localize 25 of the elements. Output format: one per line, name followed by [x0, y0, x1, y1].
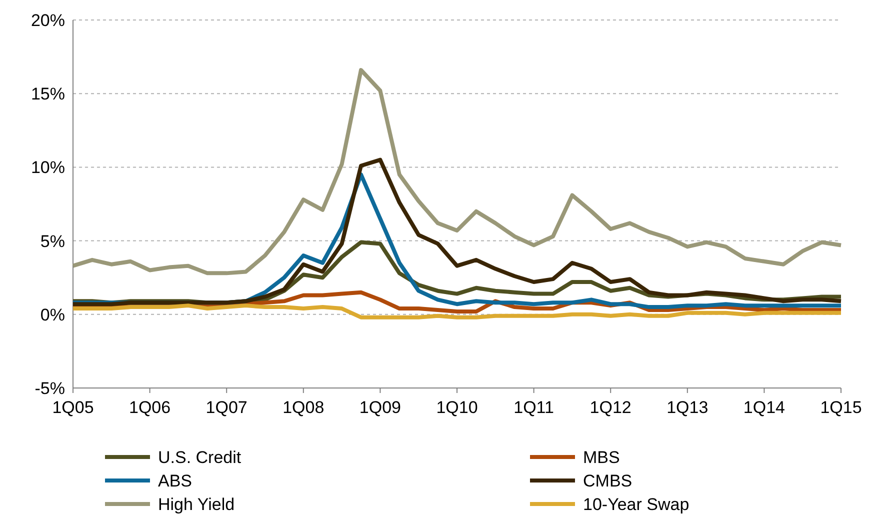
y-tick-label: 5% — [40, 232, 65, 251]
x-tick-label: 1Q05 — [52, 398, 94, 417]
legend-label: MBS — [583, 448, 620, 467]
x-tick-label: 1Q06 — [129, 398, 171, 417]
x-tick-label: 1Q13 — [666, 398, 708, 417]
x-tick-label: 1Q10 — [436, 398, 478, 417]
x-tick-label: 1Q07 — [206, 398, 248, 417]
y-tick-label: -5% — [34, 379, 65, 398]
x-tick-label: 1Q14 — [743, 398, 785, 417]
legend-label: High Yield — [158, 495, 235, 514]
legend-label: U.S. Credit — [158, 448, 242, 467]
x-tick-label: 1Q08 — [282, 398, 324, 417]
legend-label: ABS — [158, 472, 192, 490]
x-tick-label: 1Q15 — [820, 398, 862, 417]
x-tick-label: 1Q12 — [590, 398, 632, 417]
x-tick-label: 1Q09 — [359, 398, 401, 417]
x-tick-label: 1Q11 — [514, 398, 554, 417]
y-tick-label: 20% — [30, 11, 65, 30]
y-tick-label: 10% — [30, 158, 65, 178]
line-series — [71, 68, 843, 276]
legend-label: 10-Year Swap — [583, 495, 690, 514]
y-tick-label: 0% — [40, 305, 65, 324]
line-series — [71, 304, 843, 320]
legend-label: CMBS — [583, 472, 632, 490]
y-tick-label: 15% — [30, 84, 65, 104]
